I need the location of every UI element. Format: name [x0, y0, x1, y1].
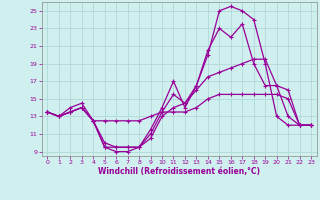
X-axis label: Windchill (Refroidissement éolien,°C): Windchill (Refroidissement éolien,°C): [98, 167, 260, 176]
